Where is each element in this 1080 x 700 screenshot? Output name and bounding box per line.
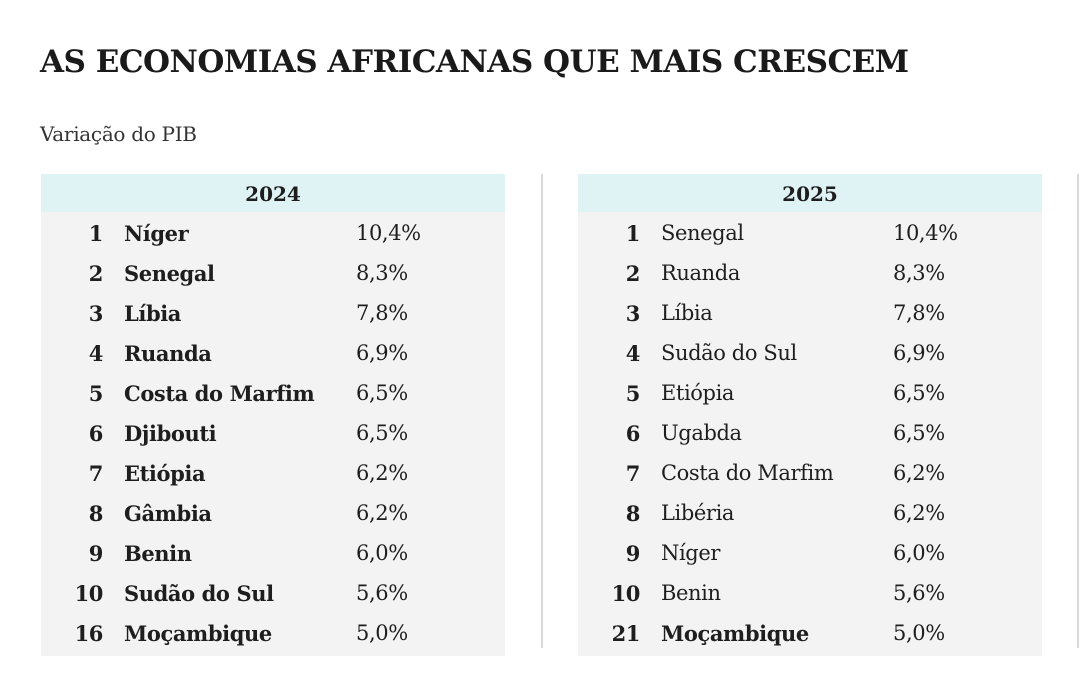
value-cell: 6,5% <box>356 421 408 445</box>
table-2024: 2024 1 Níger 10,4% 2 Senegal 8,3% 3 Líbia 7,8% 4 R… <box>41 174 505 656</box>
value-cell: 5,0% <box>356 621 408 645</box>
country-cell: Ugabda <box>661 421 742 445</box>
table-body-2024: 1 Níger 10,4% 2 Senegal 8,3% 3 Líbia 7,8% 4 Ruanda… <box>41 215 505 655</box>
value-cell: 6,2% <box>893 501 945 525</box>
value-cell: 7,8% <box>893 301 945 325</box>
table-row: 2 Senegal 8,3% <box>41 255 505 295</box>
rank-cell: 2 <box>88 261 104 286</box>
country-cell: Costa do Marfim <box>661 461 834 485</box>
column-divider <box>541 174 543 648</box>
value-cell: 6,5% <box>893 381 945 405</box>
value-cell: 6,9% <box>893 341 945 365</box>
table-row: 6 Djibouti 6,5% <box>41 415 505 455</box>
rank-cell: 10 <box>611 581 641 606</box>
value-cell: 6,9% <box>356 341 408 365</box>
country-cell: Ruanda <box>124 341 212 366</box>
table-row: 16 Moçambique 5,0% <box>41 615 505 655</box>
value-cell: 8,3% <box>893 261 945 285</box>
country-cell: Sudão do Sul <box>124 581 274 606</box>
country-cell: Benin <box>124 541 192 566</box>
rank-cell: 21 <box>611 621 641 646</box>
table-row: 5 Etiópia 6,5% <box>578 375 1042 415</box>
value-cell: 6,0% <box>893 541 945 565</box>
country-cell: Senegal <box>661 221 744 245</box>
country-cell: Costa do Marfim <box>124 381 315 406</box>
value-cell: 8,3% <box>356 261 408 285</box>
rank-cell: 8 <box>625 501 641 526</box>
value-cell: 6,2% <box>356 501 408 525</box>
value-cell: 5,0% <box>893 621 945 645</box>
value-cell: 6,2% <box>356 461 408 485</box>
chart-subtitle: Variação do PIB <box>40 122 197 146</box>
rank-cell: 7 <box>625 461 641 486</box>
rank-cell: 1 <box>625 221 641 246</box>
value-cell: 6,5% <box>893 421 945 445</box>
country-cell: Etiópia <box>661 381 735 405</box>
rank-cell: 8 <box>88 501 104 526</box>
country-cell: Djibouti <box>124 421 217 446</box>
table-row: 5 Costa do Marfim 6,5% <box>41 375 505 415</box>
table-body-2025: 1 Senegal 10,4% 2 Ruanda 8,3% 3 Líbia 7,8% 4 Sudão… <box>578 215 1042 655</box>
rank-cell: 4 <box>625 341 641 366</box>
rank-cell: 9 <box>625 541 641 566</box>
table-row: 1 Senegal 10,4% <box>578 215 1042 255</box>
country-cell: Benin <box>661 581 721 605</box>
value-cell: 5,6% <box>893 581 945 605</box>
table-row: 3 Líbia 7,8% <box>41 295 505 335</box>
table-row: 3 Líbia 7,8% <box>578 295 1042 335</box>
rank-cell: 6 <box>625 421 641 446</box>
country-cell: Líbia <box>661 301 713 325</box>
rank-cell: 5 <box>625 381 641 406</box>
value-cell: 10,4% <box>356 221 421 245</box>
table-row: 7 Costa do Marfim 6,2% <box>578 455 1042 495</box>
country-cell: Níger <box>124 221 189 246</box>
table-header-2024: 2024 <box>41 174 505 212</box>
value-cell: 5,6% <box>356 581 408 605</box>
country-cell: Níger <box>661 541 721 565</box>
table-row: 1 Níger 10,4% <box>41 215 505 255</box>
country-cell: Libéria <box>661 501 735 525</box>
table-2025: 2025 1 Senegal 10,4% 2 Ruanda 8,3% 3 Líbia 7,8% 4… <box>578 174 1042 656</box>
table-row: 10 Sudão do Sul 5,6% <box>41 575 505 615</box>
table-header-2025: 2025 <box>578 174 1042 212</box>
country-cell: Moçambique <box>124 621 272 646</box>
value-cell: 10,4% <box>893 221 958 245</box>
rank-cell: 9 <box>88 541 104 566</box>
country-cell: Ruanda <box>661 261 740 285</box>
country-cell: Etiópia <box>124 461 206 486</box>
table-row: 9 Benin 6,0% <box>41 535 505 575</box>
rank-cell: 1 <box>88 221 104 246</box>
table-row: 8 Gâmbia 6,2% <box>41 495 505 535</box>
rank-cell: 10 <box>74 581 104 606</box>
rank-cell: 3 <box>88 301 104 326</box>
rank-cell: 4 <box>88 341 104 366</box>
table-row: 9 Níger 6,0% <box>578 535 1042 575</box>
table-row: 21 Moçambique 5,0% <box>578 615 1042 655</box>
country-cell: Moçambique <box>661 621 809 646</box>
country-cell: Gâmbia <box>124 501 212 526</box>
value-cell: 6,2% <box>893 461 945 485</box>
rank-cell: 5 <box>88 381 104 406</box>
country-cell: Líbia <box>124 301 182 326</box>
value-cell: 7,8% <box>356 301 408 325</box>
table-row: 8 Libéria 6,2% <box>578 495 1042 535</box>
table-row: 6 Ugabda 6,5% <box>578 415 1042 455</box>
rank-cell: 3 <box>625 301 641 326</box>
value-cell: 6,5% <box>356 381 408 405</box>
rank-cell: 6 <box>88 421 104 446</box>
table-row: 10 Benin 5,6% <box>578 575 1042 615</box>
table-row: 7 Etiópia 6,2% <box>41 455 505 495</box>
chart-title: AS ECONOMIAS AFRICANAS QUE MAIS CRESCEM <box>40 44 909 80</box>
rank-cell: 16 <box>74 621 104 646</box>
table-row: 4 Sudão do Sul 6,9% <box>578 335 1042 375</box>
table-row: 4 Ruanda 6,9% <box>41 335 505 375</box>
rank-cell: 7 <box>88 461 104 486</box>
rank-cell: 2 <box>625 261 641 286</box>
country-cell: Sudão do Sul <box>661 341 797 365</box>
table-row: 2 Ruanda 8,3% <box>578 255 1042 295</box>
value-cell: 6,0% <box>356 541 408 565</box>
country-cell: Senegal <box>124 261 215 286</box>
column-divider <box>1077 174 1079 648</box>
